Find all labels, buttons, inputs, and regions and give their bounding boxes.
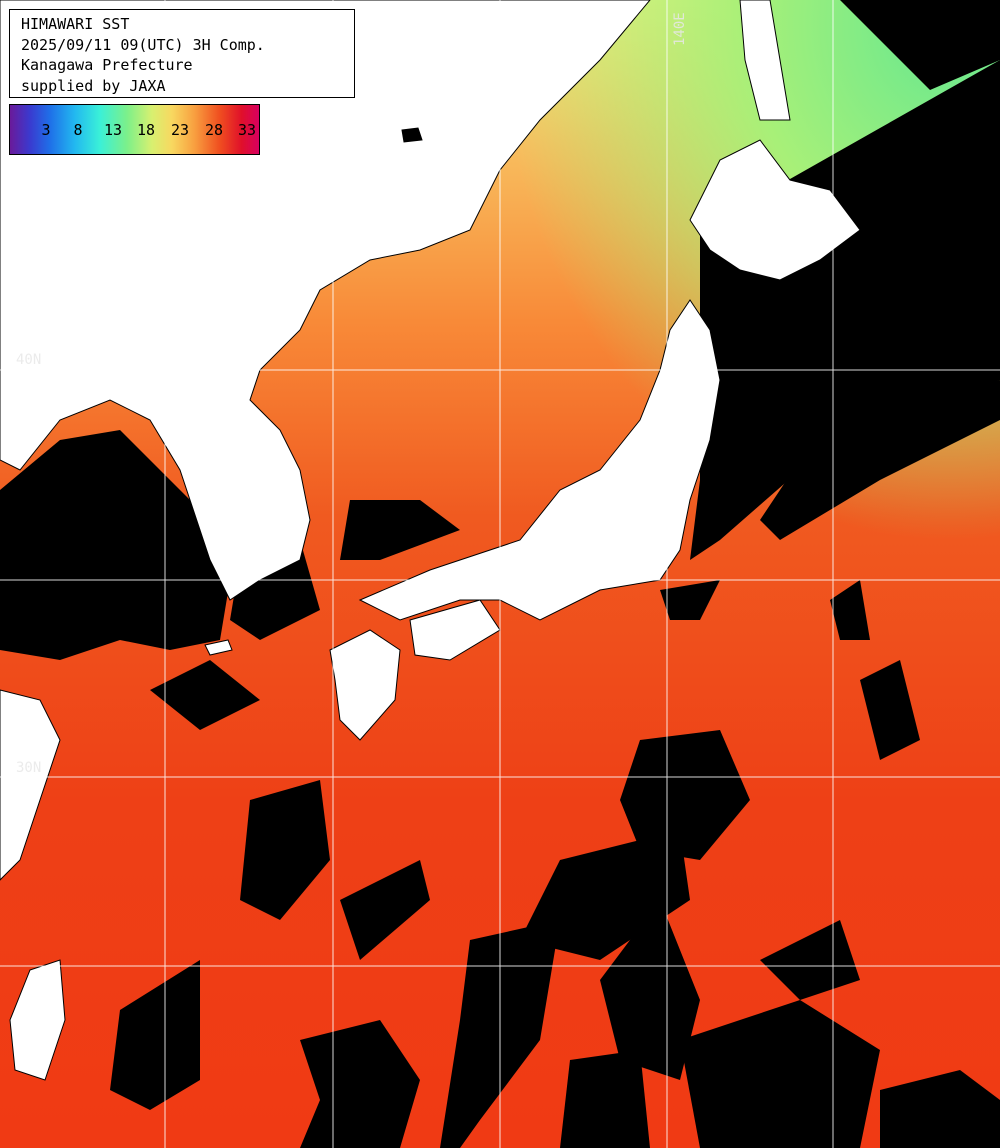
legend-tick: 28 xyxy=(204,121,224,139)
lat-30-label: 30N xyxy=(16,760,42,776)
small-island xyxy=(401,127,423,143)
honshu xyxy=(358,299,721,621)
legend-tick: 8 xyxy=(73,121,83,139)
jeju xyxy=(204,639,233,656)
taiwan xyxy=(9,959,66,1081)
lat-40-label: 40N xyxy=(16,352,42,368)
color-scale-legend: 3 8 13 18 23 28 33 xyxy=(9,104,260,155)
china-coast xyxy=(0,689,61,881)
hokkaido xyxy=(689,139,861,281)
shikoku xyxy=(409,599,501,661)
legend-ticks: 3 8 13 18 23 28 33 xyxy=(10,121,259,141)
kyushu xyxy=(329,629,401,741)
legend-tick: 3 xyxy=(41,121,51,139)
lon-140-label: 140E xyxy=(672,12,688,46)
sakhalin xyxy=(739,0,791,121)
region-name: Kanagawa Prefecture xyxy=(21,56,193,74)
legend-tick: 13 xyxy=(103,121,123,139)
title-box: HIMAWARI SST 2025/09/11 09(UTC) 3H Comp.… xyxy=(9,9,355,98)
product-title: HIMAWARI SST xyxy=(21,15,130,33)
legend-tick: 23 xyxy=(170,121,190,139)
data-supplier: supplied by JAXA xyxy=(21,76,166,95)
legend-tick: 33 xyxy=(237,121,257,139)
observation-time: 2025/09/11 09(UTC) 3H Comp. xyxy=(21,35,265,54)
legend-tick: 18 xyxy=(136,121,156,139)
